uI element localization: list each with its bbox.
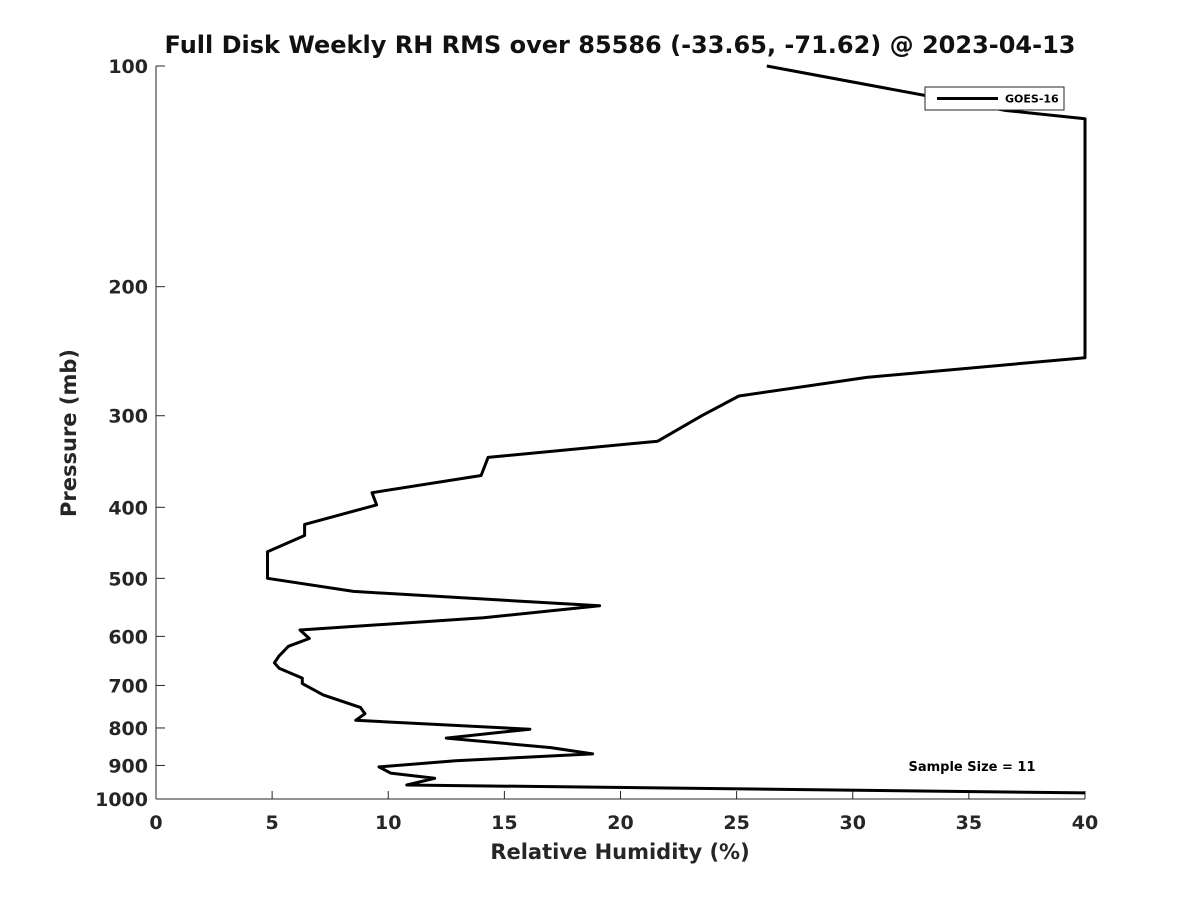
- x-tick-label: 0: [149, 812, 162, 834]
- y-tick-label: 100: [108, 56, 148, 78]
- y-tick-label: 600: [108, 626, 148, 648]
- y-tick-label: 1000: [95, 789, 148, 811]
- x-tick-label: 20: [607, 812, 633, 834]
- x-tick-label: 35: [956, 812, 982, 834]
- axes: 0 5 10 15 20 25 30 35 40 100 200 300 400 500 600 700 800…: [95, 56, 1098, 834]
- y-tick-label: 700: [108, 675, 148, 697]
- y-tick-label: 200: [108, 277, 148, 299]
- annotation-sample-size: Sample Size = 11: [908, 760, 1035, 775]
- x-tick-label: 5: [266, 812, 279, 834]
- y-axis-label: Pressure (mb): [57, 349, 81, 517]
- x-tick-label: 10: [375, 812, 401, 834]
- series-line-0: [266, 64, 1087, 795]
- x-tick-label: 30: [840, 812, 866, 834]
- x-tick-label: 40: [1072, 812, 1098, 834]
- legend: GOES-16: [924, 86, 1065, 111]
- x-tick-label: 15: [491, 812, 517, 834]
- y-tick-label: 800: [108, 718, 148, 740]
- x-axis-label: Relative Humidity (%): [490, 840, 749, 864]
- y-tick-label: 300: [108, 406, 148, 428]
- series-layer: [266, 64, 1087, 795]
- legend-label: GOES-16: [1005, 93, 1059, 106]
- y-tick-label: 500: [108, 568, 148, 590]
- x-tick-label: 25: [723, 812, 749, 834]
- chart-title: Full Disk Weekly RH RMS over 85586 (-33.…: [165, 31, 1076, 59]
- y-tick-label: 900: [108, 755, 148, 777]
- y-tick-label: 400: [108, 497, 148, 519]
